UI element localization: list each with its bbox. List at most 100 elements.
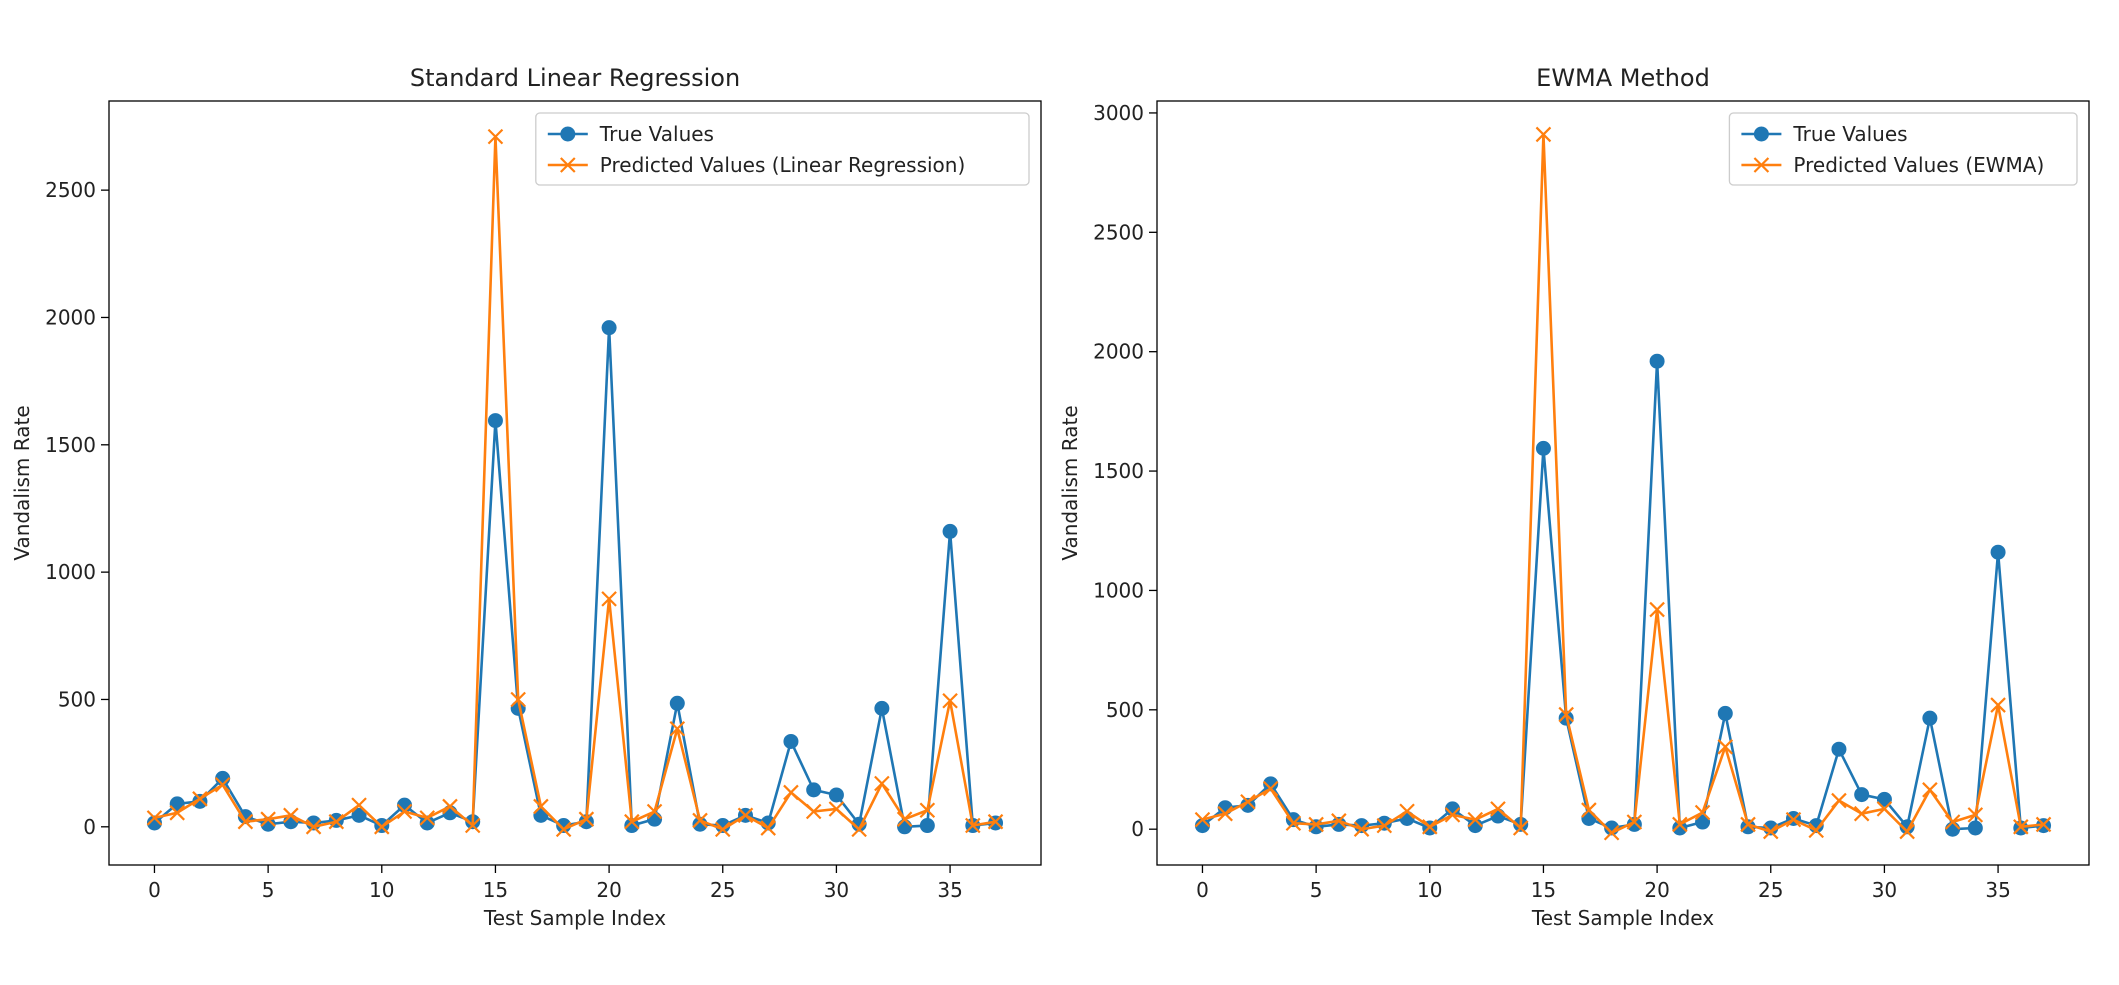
- data-point: [1945, 821, 1961, 837]
- data-point: [351, 797, 367, 813]
- x-tick-label: 20: [1644, 878, 1669, 902]
- data-point: [1876, 791, 1892, 807]
- data-point: [1672, 816, 1688, 833]
- data-point: [533, 798, 549, 815]
- data-point: [760, 820, 776, 836]
- chart-title: EWMA Method: [1536, 64, 1710, 92]
- data-point: [1854, 787, 1870, 803]
- data-point: [1649, 601, 1665, 618]
- data-point: [487, 128, 504, 145]
- data-point: [510, 691, 526, 708]
- data-point: [1695, 814, 1711, 830]
- data-point: [374, 819, 390, 835]
- x-tick-label: 15: [483, 878, 508, 902]
- x-axis-label: Test Sample Index: [483, 906, 666, 930]
- data-point: [874, 775, 890, 792]
- data-point: [1262, 780, 1279, 797]
- legend-label: Predicted Values (Linear Regression): [600, 153, 965, 177]
- data-point: [828, 801, 845, 817]
- data-point: [897, 819, 913, 835]
- plot-frame: [1156, 100, 2090, 866]
- data-point: [1831, 792, 1847, 809]
- data-point: [1922, 710, 1938, 726]
- data-point: [1990, 544, 2006, 560]
- data-point: [1967, 820, 1983, 836]
- x-tick-label: 0: [1196, 878, 1209, 902]
- y-tick-label: 1000: [45, 560, 96, 584]
- data-point: [487, 413, 503, 429]
- data-point: [1831, 741, 1847, 757]
- data-point: [1308, 819, 1324, 835]
- data-point: [1512, 820, 1529, 836]
- data-point: [1672, 820, 1688, 836]
- data-point: [1603, 824, 1620, 841]
- x-tick-label: 30: [824, 878, 849, 902]
- data-point: [1490, 801, 1506, 817]
- data-point: [669, 720, 686, 737]
- y-tick-label: 1500: [45, 433, 96, 457]
- y-axis-label: Vandalism Rate: [1058, 405, 1082, 560]
- chart-title: Standard Linear Regression: [410, 64, 740, 92]
- data-point: [2013, 819, 2029, 835]
- data-point: [1354, 818, 1370, 834]
- data-point: [1717, 705, 1733, 721]
- data-point: [555, 821, 572, 838]
- data-point: [1194, 811, 1211, 828]
- y-tick-label: 500: [1106, 698, 1144, 722]
- data-point: [146, 810, 163, 826]
- data-point: [237, 813, 254, 830]
- data-point: [806, 782, 822, 798]
- data-point: [1240, 793, 1256, 810]
- legend-box: [1728, 112, 2078, 186]
- y-tick-label: 0: [83, 815, 96, 839]
- y-tick-label: 2500: [45, 178, 96, 202]
- data-point: [1990, 697, 2006, 713]
- data-point: [919, 802, 936, 819]
- data-point: [805, 803, 822, 820]
- data-point: [1240, 797, 1256, 813]
- x-tick-label: 20: [596, 878, 621, 902]
- y-tick-label: 0: [1131, 817, 1144, 841]
- legend-box: [535, 112, 1030, 186]
- data-point: [1331, 816, 1347, 832]
- x-tick-label: 25: [710, 878, 735, 902]
- series-line: [1202, 133, 2044, 835]
- data-point: [942, 523, 958, 539]
- data-point: [1535, 440, 1551, 456]
- data-point: [714, 821, 731, 838]
- data-point: [919, 818, 935, 834]
- data-point: [828, 787, 844, 803]
- x-tick-label: 10: [1417, 878, 1442, 902]
- data-point: [1876, 801, 1893, 817]
- data-point: [692, 812, 708, 829]
- data-point: [851, 821, 867, 838]
- data-point: [1899, 823, 1915, 840]
- legend-marker: [1753, 157, 1770, 173]
- data-point: [601, 320, 617, 336]
- data-point: [1399, 803, 1415, 820]
- data-point: [1217, 805, 1233, 822]
- data-point: [1581, 810, 1597, 826]
- y-tick-label: 2000: [1093, 340, 1144, 364]
- data-point: [896, 811, 913, 827]
- data-point: [419, 810, 436, 826]
- data-point: [1285, 815, 1302, 831]
- data-point: [1331, 813, 1347, 829]
- data-point: [692, 816, 708, 832]
- data-point: [1535, 126, 1552, 143]
- data-point: [601, 591, 617, 607]
- data-point: [737, 807, 754, 824]
- data-point: [1581, 802, 1597, 818]
- data-point: [1717, 739, 1734, 755]
- series-line: [153, 326, 996, 829]
- data-point: [1740, 816, 1756, 833]
- data-point: [578, 811, 595, 827]
- data-point: [260, 811, 276, 827]
- legend-marker: [1753, 126, 1769, 142]
- data-point: [1762, 823, 1779, 840]
- data-point: [169, 805, 185, 821]
- data-point: [646, 803, 663, 820]
- data-point: [396, 803, 413, 820]
- data-point: [1626, 816, 1642, 832]
- data-point: [1808, 822, 1824, 839]
